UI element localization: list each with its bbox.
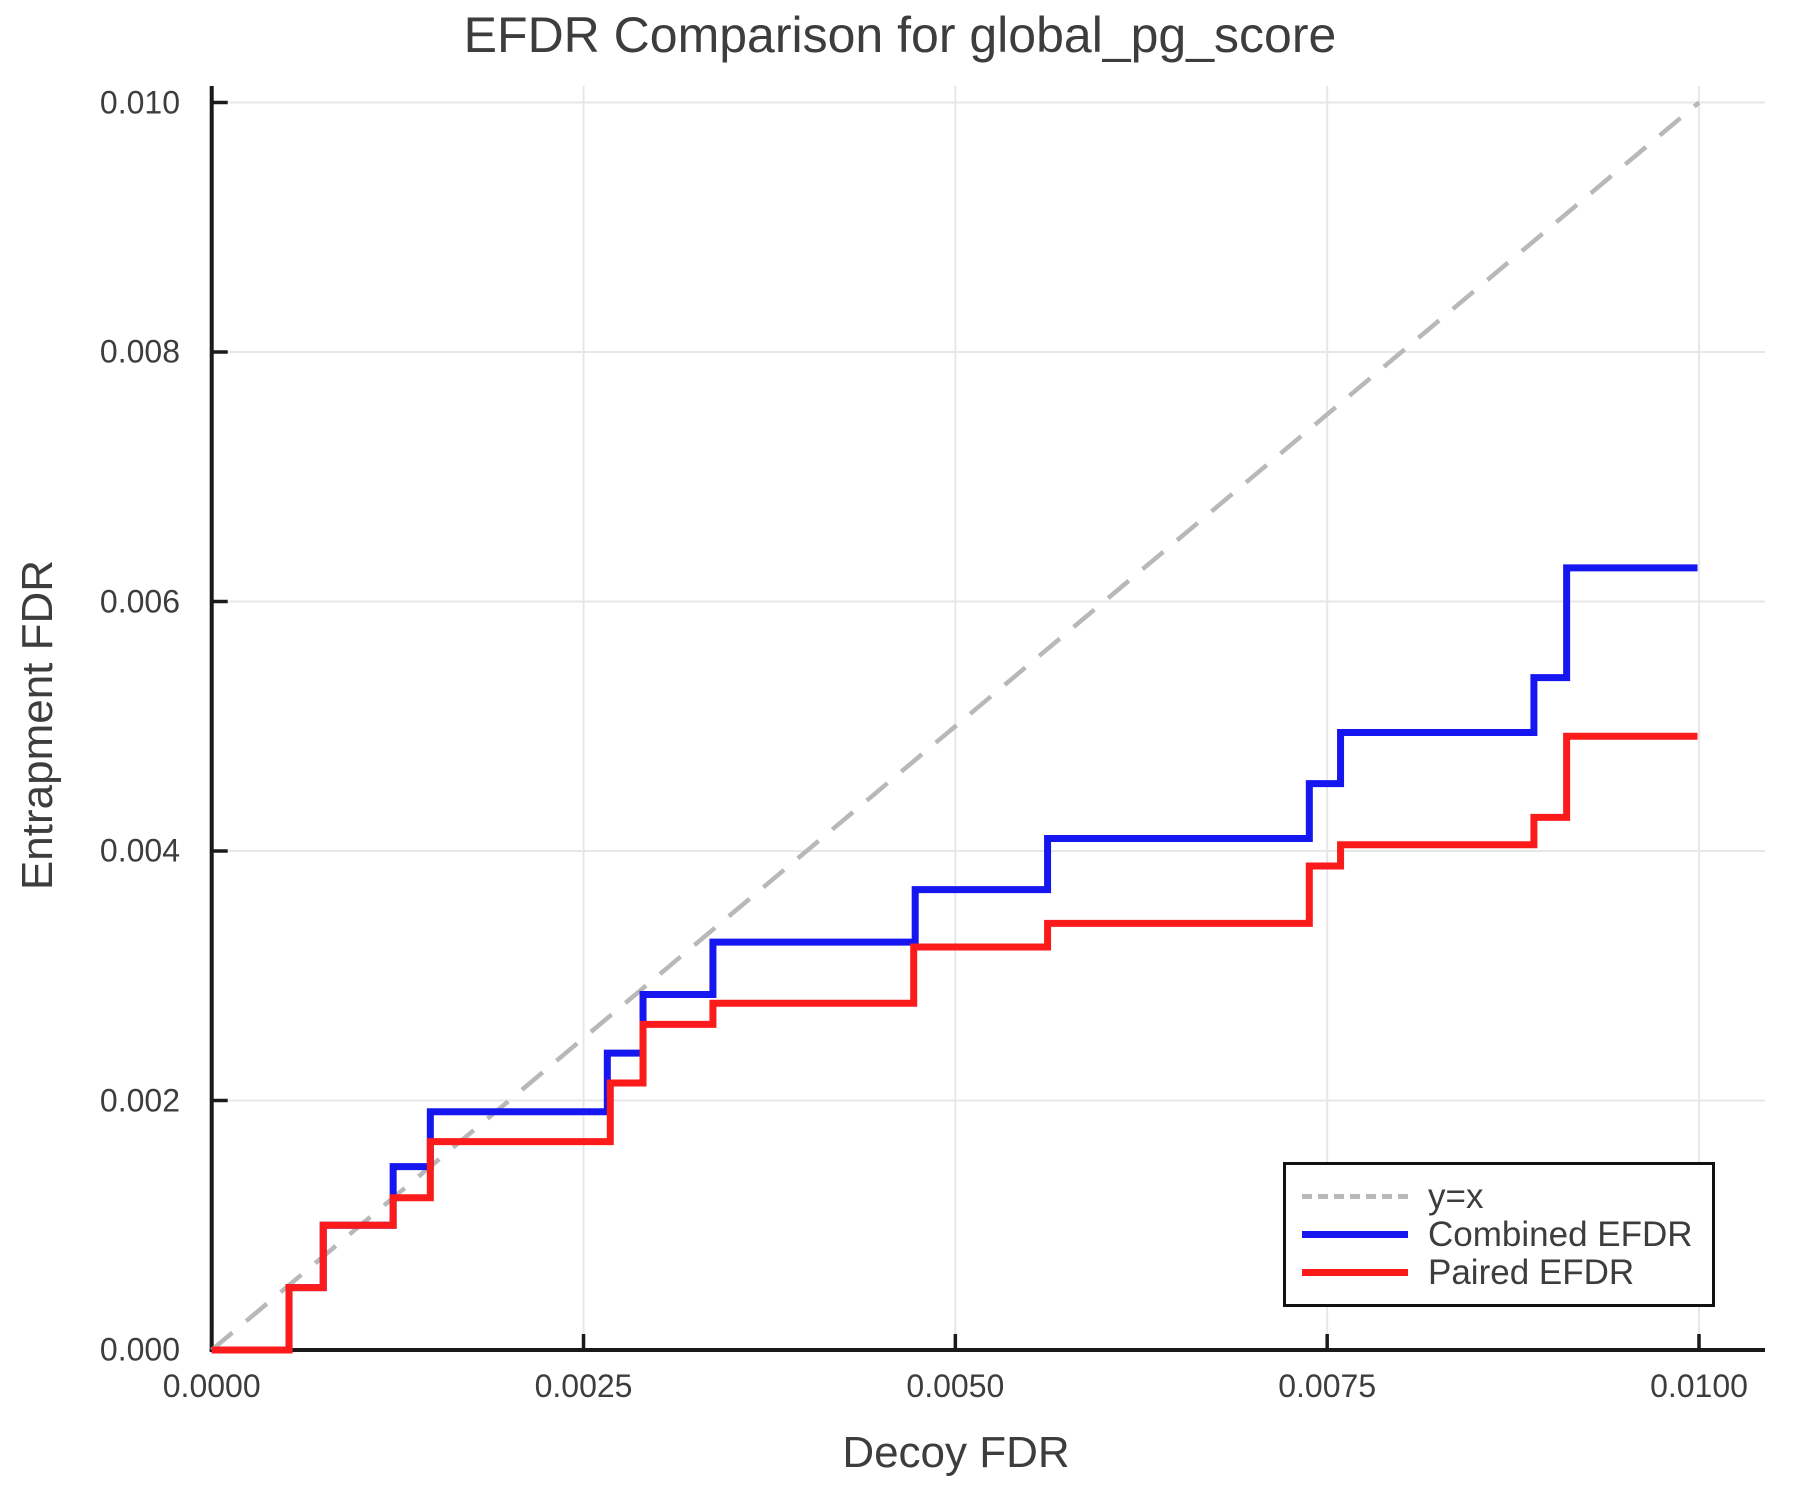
legend-item-paired-efdr: Paired EFDR bbox=[1302, 1252, 1712, 1292]
y-tick-label: 0.006 bbox=[99, 583, 180, 619]
x-tick-label: 0.0050 bbox=[906, 1368, 1005, 1404]
x-tick-label: 0.0075 bbox=[1278, 1368, 1377, 1404]
blue-line-sample bbox=[1302, 1231, 1408, 1238]
y-tick-label: 0.008 bbox=[99, 333, 180, 370]
x-tick-label: 0.0000 bbox=[162, 1368, 261, 1404]
legend-label: y=x bbox=[1428, 1176, 1484, 1216]
y-tick-label: 0.000 bbox=[99, 1331, 180, 1368]
legend-box: y=x Combined EFDR Paired EFDR bbox=[1283, 1162, 1715, 1307]
x-tick-label: 0.0100 bbox=[1650, 1368, 1748, 1404]
y-tick-label: 0.010 bbox=[99, 84, 180, 120]
dashed-line-sample bbox=[1302, 1194, 1408, 1199]
red-line-sample bbox=[1302, 1269, 1408, 1276]
legend-label: Combined EFDR bbox=[1428, 1214, 1693, 1254]
x-axis-label: Decoy FDR bbox=[842, 1428, 1070, 1477]
y-tick-label: 0.004 bbox=[99, 832, 180, 869]
x-tick-label: 0.0025 bbox=[534, 1368, 633, 1404]
chart-title: EFDR Comparison for global_pg_score bbox=[463, 7, 1337, 63]
legend-item-combined-efdr: Combined EFDR bbox=[1302, 1214, 1712, 1254]
y-axis-label: Entrapment FDR bbox=[13, 559, 62, 891]
y-tick-label: 0.002 bbox=[99, 1082, 180, 1118]
series-path-paired-efdr bbox=[211, 732, 1698, 1354]
legend-item-yx: y=x bbox=[1302, 1176, 1712, 1216]
legend-label: Paired EFDR bbox=[1428, 1252, 1635, 1292]
